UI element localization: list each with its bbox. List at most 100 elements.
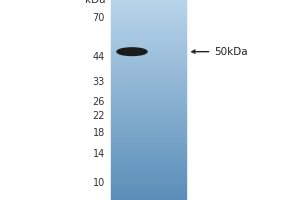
Bar: [111, 108, 186, 109]
Bar: [111, 169, 186, 171]
Bar: [111, 109, 186, 111]
Bar: [111, 133, 186, 135]
Bar: [111, 183, 186, 184]
Ellipse shape: [117, 48, 147, 55]
Bar: [111, 156, 186, 157]
Bar: [111, 63, 186, 64]
Bar: [111, 33, 186, 35]
Bar: [111, 15, 186, 16]
Bar: [111, 167, 186, 168]
Bar: [111, 124, 186, 125]
Bar: [111, 19, 186, 20]
Bar: [111, 105, 186, 107]
Bar: [111, 123, 186, 124]
Text: 18: 18: [93, 128, 105, 138]
Bar: [111, 119, 186, 120]
Bar: [111, 103, 186, 104]
Bar: [111, 11, 186, 12]
Bar: [111, 145, 186, 147]
Bar: [111, 117, 186, 119]
Bar: [111, 128, 186, 129]
Bar: [111, 197, 186, 199]
Bar: [111, 139, 186, 140]
Bar: [111, 104, 186, 105]
Bar: [111, 171, 186, 172]
Bar: [111, 191, 186, 192]
Text: 70: 70: [93, 13, 105, 23]
Bar: [111, 1, 186, 3]
Bar: [111, 83, 186, 84]
Bar: [111, 161, 186, 163]
Text: 50kDa: 50kDa: [214, 47, 248, 57]
Bar: [111, 189, 186, 191]
Bar: [111, 187, 186, 188]
Text: 44: 44: [93, 52, 105, 62]
Bar: [111, 27, 186, 28]
Bar: [111, 148, 186, 149]
Bar: [111, 76, 186, 77]
Bar: [111, 24, 186, 25]
Bar: [111, 144, 186, 145]
Bar: [111, 72, 186, 73]
Bar: [111, 55, 186, 56]
Bar: [111, 101, 186, 103]
Bar: [111, 36, 186, 37]
Bar: [111, 149, 186, 151]
Bar: [111, 32, 186, 33]
Bar: [111, 175, 186, 176]
Bar: [111, 56, 186, 57]
Bar: [111, 44, 186, 45]
Bar: [111, 4, 186, 5]
Bar: [111, 60, 186, 61]
Bar: [111, 31, 186, 32]
Bar: [111, 67, 186, 68]
Bar: [111, 3, 186, 4]
Text: 10: 10: [93, 178, 105, 188]
Bar: [111, 141, 186, 143]
Bar: [111, 49, 186, 51]
Bar: [111, 16, 186, 17]
Bar: [111, 75, 186, 76]
Bar: [111, 136, 186, 137]
Bar: [111, 20, 186, 21]
Bar: [111, 13, 186, 15]
Text: kDa: kDa: [85, 0, 105, 5]
Bar: [111, 127, 186, 128]
Bar: [111, 12, 186, 13]
Bar: [111, 79, 186, 80]
Bar: [111, 25, 186, 27]
Text: 26: 26: [93, 97, 105, 107]
Bar: [111, 17, 186, 19]
Bar: [111, 160, 186, 161]
Bar: [111, 159, 186, 160]
Bar: [111, 69, 186, 71]
Bar: [111, 157, 186, 159]
Bar: [111, 151, 186, 152]
Bar: [111, 47, 186, 48]
Bar: [111, 140, 186, 141]
Bar: [111, 192, 186, 193]
Bar: [111, 77, 186, 79]
Bar: [111, 53, 186, 55]
Bar: [111, 41, 186, 43]
Bar: [111, 113, 186, 115]
Bar: [111, 97, 186, 99]
Bar: [111, 164, 186, 165]
Bar: [111, 23, 186, 24]
Bar: [111, 65, 186, 67]
Bar: [111, 8, 186, 9]
Bar: [111, 43, 186, 44]
Bar: [111, 61, 186, 63]
Bar: [111, 129, 186, 131]
Bar: [111, 93, 186, 95]
Bar: [111, 196, 186, 197]
Bar: [111, 185, 186, 187]
Bar: [111, 81, 186, 83]
Bar: [111, 40, 186, 41]
Bar: [111, 116, 186, 117]
Bar: [111, 91, 186, 92]
Bar: [111, 96, 186, 97]
Bar: [111, 85, 186, 87]
Bar: [111, 45, 186, 47]
Bar: [111, 168, 186, 169]
